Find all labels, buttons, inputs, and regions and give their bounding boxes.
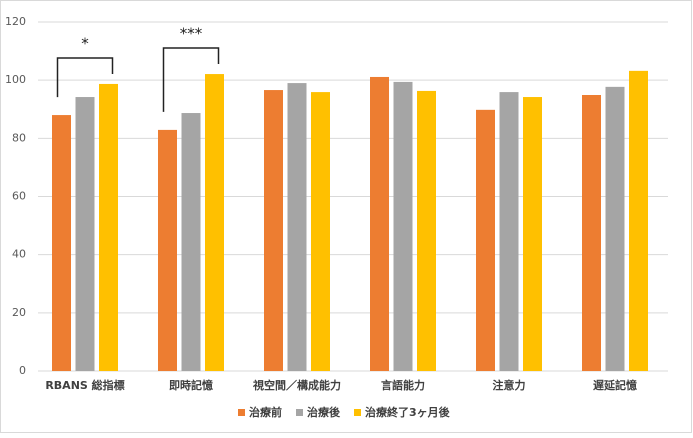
- bar: [523, 97, 542, 371]
- bar: [205, 74, 224, 371]
- bar: [605, 86, 625, 371]
- x-tick-label: 言語能力: [381, 378, 425, 392]
- significance-label: *: [81, 34, 89, 52]
- y-tick-label: 20: [12, 306, 26, 319]
- bar: [181, 113, 201, 372]
- bar: [287, 83, 307, 371]
- bar: [52, 115, 71, 371]
- bar: [311, 92, 330, 372]
- y-tick-label: 0: [19, 364, 26, 377]
- y-tick-label: 40: [12, 248, 26, 261]
- bar: [75, 97, 95, 371]
- x-tick-label: 遅延記憶: [593, 378, 637, 392]
- legend-label: 治療終了3ヶ月後: [365, 405, 451, 419]
- significance-bracket: [162, 47, 220, 112]
- y-tick-label: 120: [5, 15, 26, 28]
- legend-label: 治療後: [307, 405, 341, 419]
- y-tick-label: 100: [5, 73, 26, 86]
- y-tick-label: 80: [12, 131, 26, 144]
- x-tick-label: 注意力: [493, 378, 526, 392]
- bar: [264, 90, 283, 372]
- x-tick-label: 即時記憶: [169, 378, 213, 392]
- legend-swatch: [238, 409, 245, 416]
- legend-swatch: [296, 409, 303, 416]
- bar: [158, 129, 177, 371]
- bar: [499, 92, 519, 372]
- significance-label: ***: [180, 25, 203, 43]
- bar: [417, 90, 436, 372]
- significance-bracket: [56, 57, 114, 98]
- x-tick-label: 視空間／構成能力: [252, 378, 341, 392]
- bar: [370, 76, 389, 371]
- legend-swatch: [354, 409, 361, 416]
- x-tick-label: RBANS 総指標: [45, 378, 124, 392]
- bar: [629, 70, 648, 372]
- y-tick-label: 60: [12, 190, 26, 203]
- bar: [582, 94, 601, 371]
- legend-label: 治療前: [249, 405, 282, 419]
- bar: [476, 109, 495, 371]
- bar: [393, 81, 413, 371]
- bar: [99, 83, 118, 371]
